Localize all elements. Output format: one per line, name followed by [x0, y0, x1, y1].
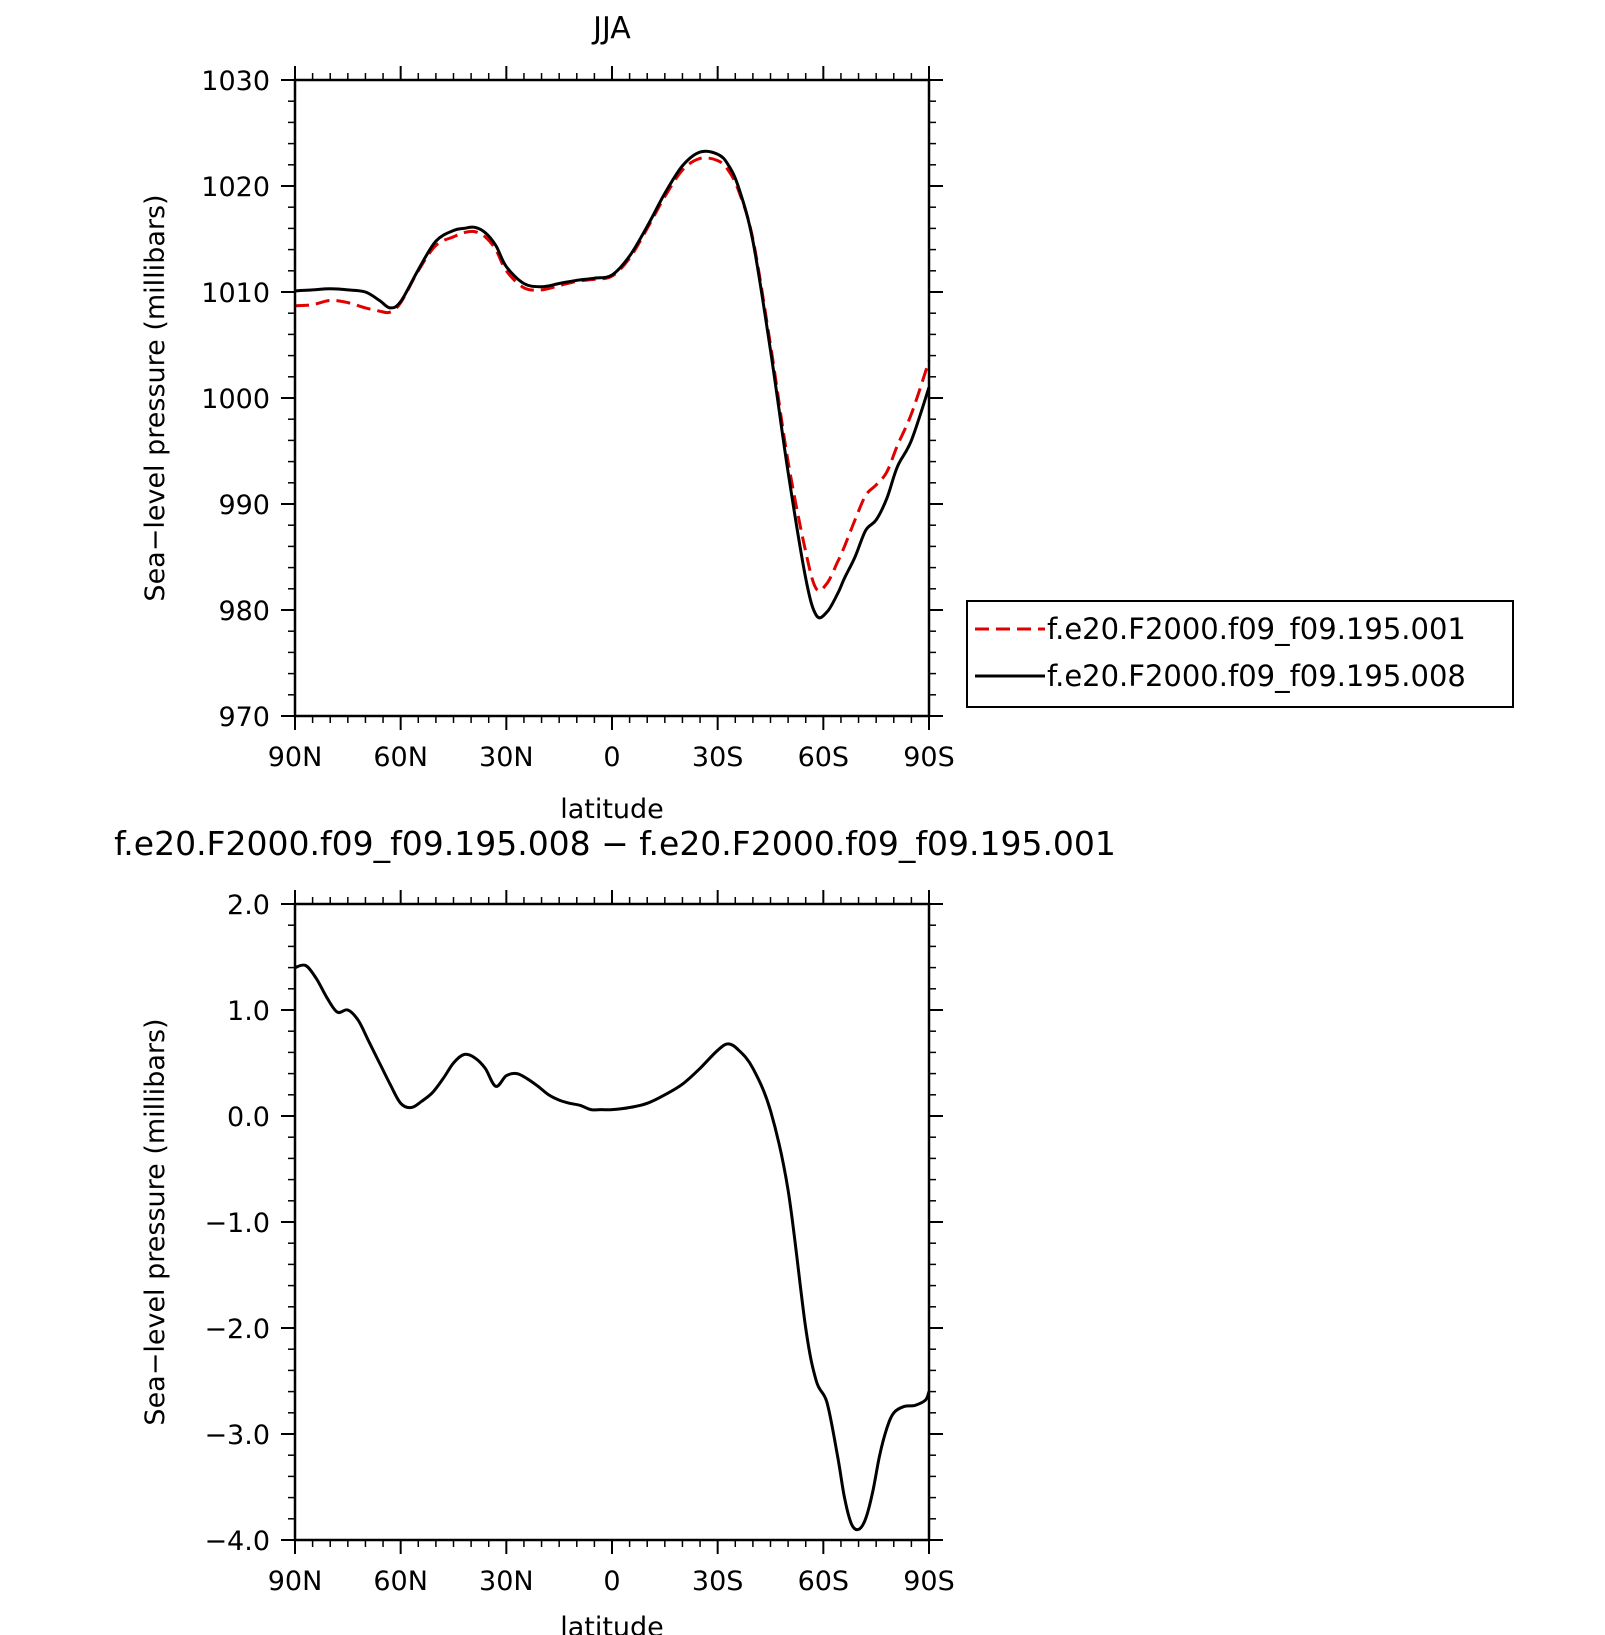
legend-box: [966, 600, 1514, 708]
chart-title: f.e20.F2000.f09_f09.195.008 − f.e20.F200…: [114, 824, 1116, 863]
y-tick-label: 1020: [201, 172, 270, 203]
legend: f.e20.F2000.f09_f09.195.001 f.e20.F2000.…: [966, 600, 1514, 708]
y-tick-label: 1.0: [227, 996, 270, 1027]
bottom-panel: f.e20.F2000.f09_f09.195.008 − f.e20.F200…: [114, 824, 1116, 1635]
x-tick-label: 60S: [798, 742, 850, 773]
x-tick-label: 90N: [268, 742, 323, 773]
x-tick-label: 30S: [692, 742, 744, 773]
series-line-2: [294, 149, 931, 620]
legend-label-series-1: f.e20.F2000.f09_f09.195.001: [1047, 612, 1466, 646]
x-tick-label: 0: [603, 742, 620, 773]
x-tick-label: 60S: [798, 1566, 850, 1597]
y-tick-label: −4.0: [204, 1526, 270, 1557]
y-tick-label: −1.0: [204, 1208, 270, 1239]
chart-title: JJA: [591, 11, 631, 46]
x-tick-label: 30N: [479, 742, 534, 773]
tick-group: 90N 60N 30N 0 30S 60S 90S 970 980 990 1000 1010 1020…: [201, 66, 955, 773]
y-tick-label: 2.0: [227, 890, 270, 921]
y-tick-label: 990: [218, 490, 270, 521]
y-tick-label: −3.0: [204, 1420, 270, 1451]
x-tick-label: 60N: [373, 1566, 428, 1597]
y-tick-label: 0.0: [227, 1102, 270, 1133]
x-tick-label: 90S: [903, 1566, 955, 1597]
x-tick-label: 90N: [268, 1566, 323, 1597]
series-group: [294, 963, 931, 1532]
x-tick-label: 60N: [373, 742, 428, 773]
series-line-1: [294, 156, 931, 593]
series-line-1: [294, 963, 931, 1532]
y-tick-label: 980: [218, 596, 270, 627]
y-axis-label: Sea−level pressure (millibars): [140, 194, 171, 601]
y-tick-label: 1010: [201, 278, 270, 309]
y-axis-label: Sea−level pressure (millibars): [140, 1018, 171, 1425]
x-axis-label: latitude: [560, 1612, 664, 1635]
x-tick-label: 90S: [903, 742, 955, 773]
top-panel: JJA 90N 60N 30N 0 30S 60S 90S 970 980 990 1000 1010…: [140, 11, 955, 825]
y-tick-label: −2.0: [204, 1314, 270, 1345]
series-group: [294, 149, 931, 620]
x-tick-label: 30S: [692, 1566, 744, 1597]
x-tick-label: 30N: [479, 1566, 534, 1597]
x-tick-label: 0: [603, 1566, 620, 1597]
y-tick-label: 970: [218, 702, 270, 733]
x-axis-label: latitude: [560, 794, 664, 825]
y-tick-label: 1000: [201, 384, 270, 415]
legend-label-series-2: f.e20.F2000.f09_f09.195.008: [1047, 659, 1466, 693]
plot-frame: [293, 902, 931, 1542]
plot-frame: [293, 78, 931, 718]
y-tick-label: 1030: [201, 66, 270, 97]
